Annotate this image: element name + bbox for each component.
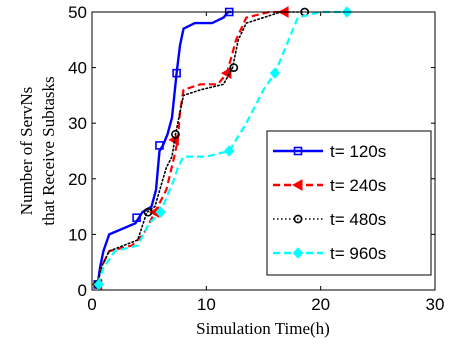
ticks-layer: 0 10 20 30 0 10 20 30 40 50	[68, 3, 444, 314]
x-tick-label: 20	[311, 295, 330, 314]
series-4-marker	[224, 145, 235, 157]
series-1-marker	[132, 213, 141, 223]
legend-entry-2: t= 240s	[273, 176, 386, 195]
legend-marker	[293, 214, 303, 224]
series-4-marker	[155, 206, 166, 218]
y-tick-label: 20	[68, 170, 87, 189]
series-4-marker	[269, 67, 281, 79]
legend-label: t= 240s	[330, 176, 386, 195]
series-line-2	[96, 10, 287, 285]
legend-label: t= 120s	[330, 142, 386, 161]
series-3-marker	[171, 129, 180, 139]
legend-label: t= 480s	[330, 210, 386, 229]
legend-marker	[293, 146, 303, 156]
plot-frame	[91, 11, 436, 291]
x-tick-label: 30	[426, 295, 445, 314]
series-1-marker	[155, 141, 164, 150]
series-line-3	[96, 11, 305, 286]
legend-entry-3: t= 480s	[273, 210, 386, 229]
y-tick-label: 50	[68, 3, 87, 22]
y-tick-label: 10	[68, 225, 87, 244]
series-3-marker	[229, 63, 239, 72]
y-tick-label: 0	[78, 281, 87, 300]
series-line-4	[96, 10, 347, 285]
x-axis-label: Simulation Time(h)	[196, 319, 330, 338]
legend-entry-1: t= 120s	[273, 142, 386, 161]
legend-entry-4: t= 960s	[273, 244, 386, 263]
series-layer	[91, 6, 353, 291]
y-axis-label-line-2: that Receive Subtasks	[39, 76, 58, 225]
x-tick-label: 0	[87, 295, 96, 314]
y-tick-label: 30	[68, 114, 87, 133]
legend-marker	[292, 247, 304, 259]
legend-marker	[291, 179, 303, 191]
y-tick-label: 40	[68, 59, 87, 78]
x-tick-label: 10	[197, 295, 216, 314]
series-3-marker	[143, 207, 153, 217]
y-axis-label-line-1: Number of ServNs	[17, 87, 36, 215]
series-4-marker	[93, 278, 105, 291]
series-1-marker	[172, 68, 181, 78]
series-4	[93, 6, 353, 291]
legend-label: t= 960s	[330, 244, 386, 263]
legend: t= 120s t= 240s t= 480s t= 960s	[266, 130, 432, 276]
